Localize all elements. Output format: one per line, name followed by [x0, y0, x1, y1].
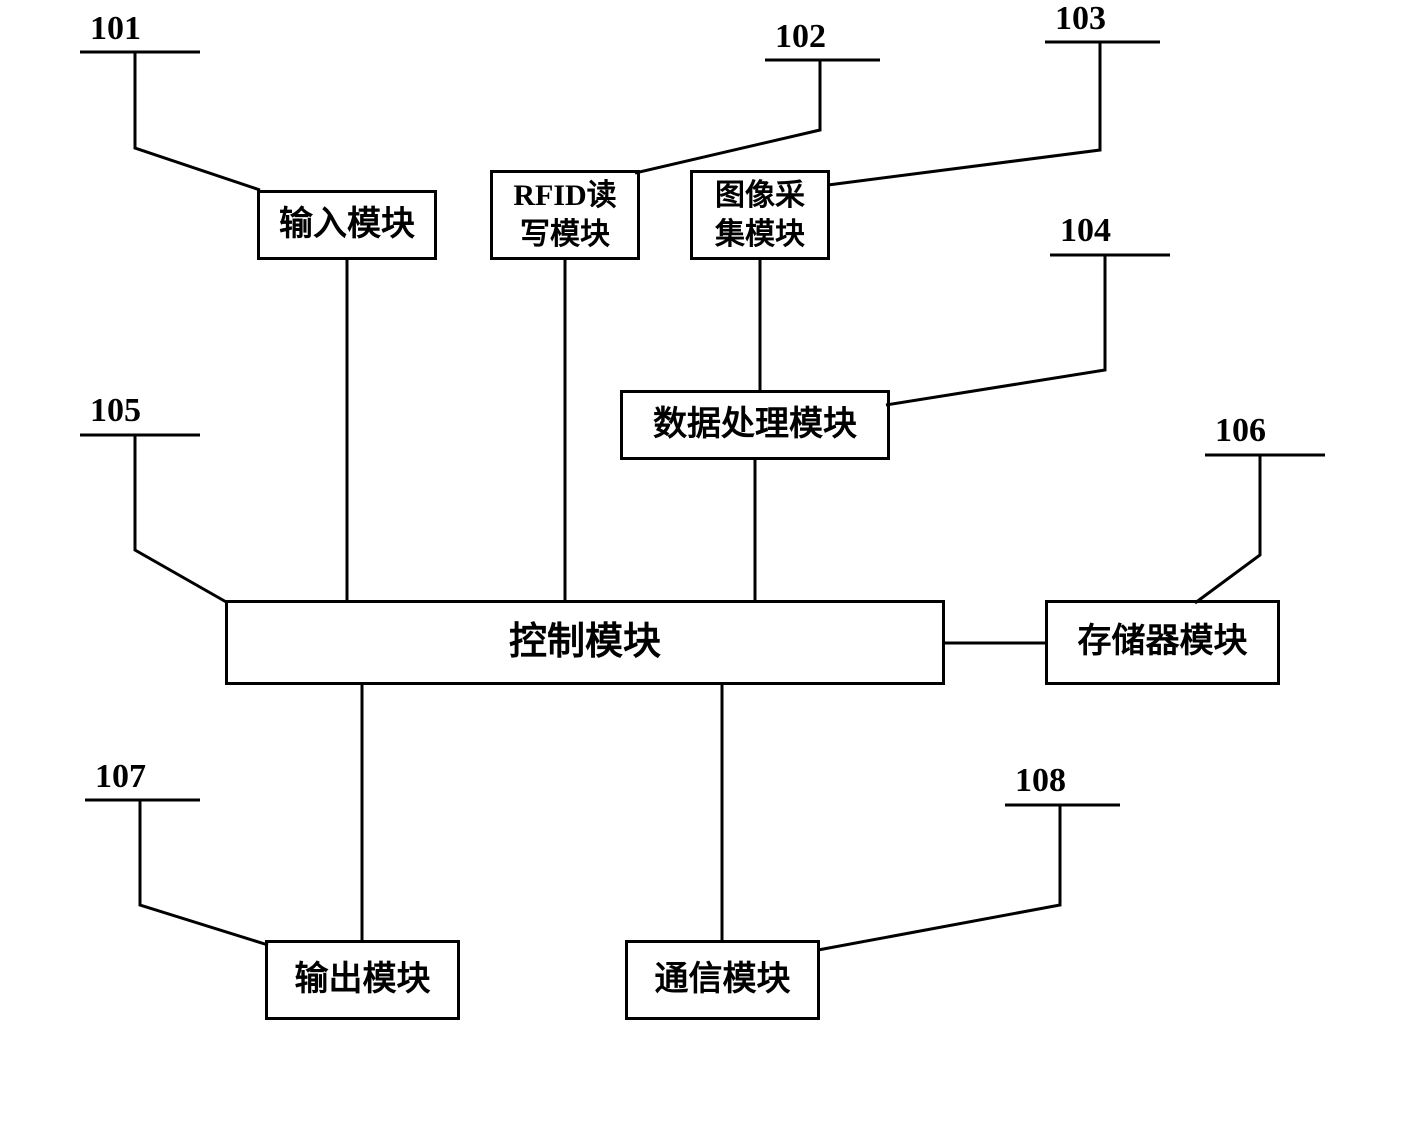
callout-label-106: 106 — [1215, 412, 1266, 450]
box-label: RFID读 写模块 — [513, 176, 616, 254]
callout-line-104 — [886, 255, 1170, 405]
box-label: 控制模块 — [509, 618, 661, 667]
box-label: 图像采 集模块 — [715, 176, 805, 254]
box-control-module: 控制模块 — [225, 600, 945, 685]
box-rfid-module: RFID读 写模块 — [490, 170, 640, 260]
callout-label-108: 108 — [1015, 762, 1066, 800]
callout-label-105: 105 — [90, 392, 141, 430]
box-memory-module: 存储器模块 — [1045, 600, 1280, 685]
callout-line-103 — [828, 42, 1160, 185]
box-label: 输入模块 — [279, 203, 415, 247]
callout-line-108 — [818, 805, 1120, 950]
box-image-module: 图像采 集模块 — [690, 170, 830, 260]
box-label: 数据处理模块 — [653, 403, 857, 447]
callout-line-107 — [85, 800, 268, 945]
callout-label-102: 102 — [775, 18, 826, 56]
block-diagram: 输入模块 RFID读 写模块 图像采 集模块 数据处理模块 控制模块 存储器模块… — [0, 0, 1424, 1132]
callout-label-107: 107 — [95, 758, 146, 796]
callout-line-101 — [80, 52, 260, 190]
box-output-module: 输出模块 — [265, 940, 460, 1020]
box-input-module: 输入模块 — [257, 190, 437, 260]
box-label: 输出模块 — [295, 958, 431, 1002]
callout-label-103: 103 — [1055, 0, 1106, 38]
callout-line-102 — [635, 60, 880, 173]
callout-label-101: 101 — [90, 10, 141, 48]
callout-label-104: 104 — [1060, 212, 1111, 250]
box-label: 通信模块 — [655, 958, 791, 1002]
box-label: 存储器模块 — [1078, 620, 1248, 664]
callout-line-105 — [80, 435, 228, 603]
box-comm-module: 通信模块 — [625, 940, 820, 1020]
box-data-processing: 数据处理模块 — [620, 390, 890, 460]
callout-line-106 — [1195, 455, 1325, 603]
